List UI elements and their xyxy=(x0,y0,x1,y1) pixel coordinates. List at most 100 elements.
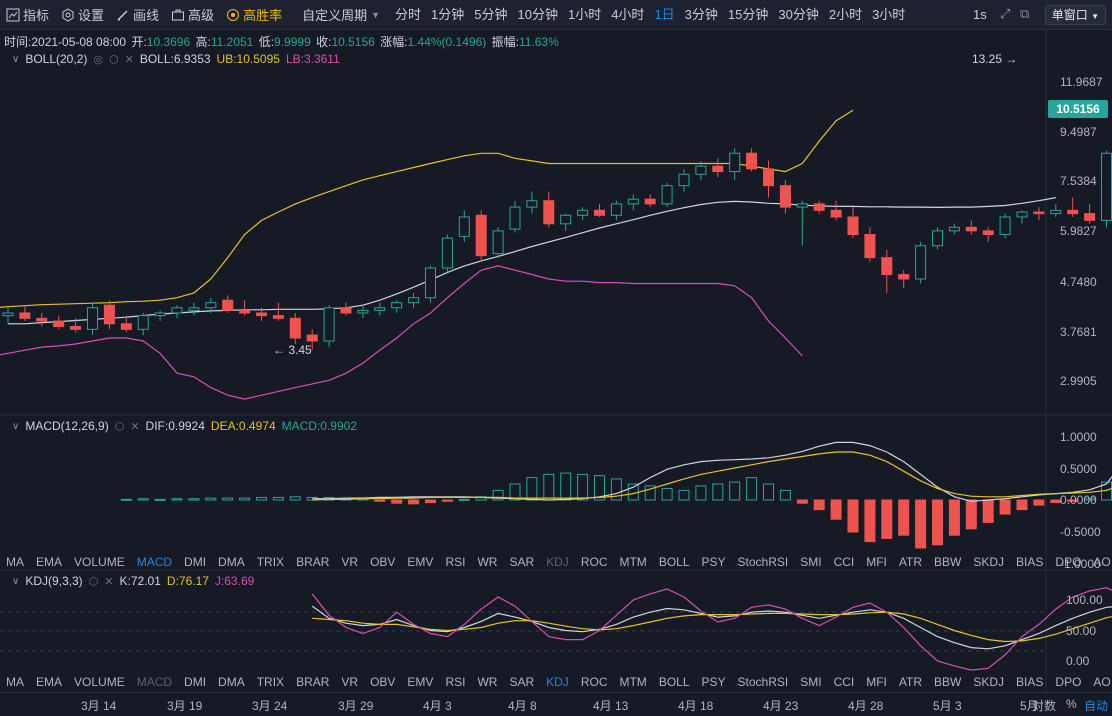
period-tab[interactable]: 1分钟 xyxy=(431,6,465,22)
settings-small-icon[interactable]: ⬡ xyxy=(108,53,119,66)
window-mode-button[interactable]: 单窗口 ▼ xyxy=(1044,5,1106,25)
indicator-tab-psy[interactable]: PSY xyxy=(701,555,726,569)
indicator-tab-ao[interactable]: AO xyxy=(1093,555,1111,569)
collapse-chevron-icon[interactable]: ∨ xyxy=(12,575,20,587)
indicator-tab-ema[interactable]: EMA xyxy=(36,675,63,689)
high-winrate-button[interactable]: 高胜率 xyxy=(220,0,288,30)
indicator-tab-skdj[interactable]: SKDJ xyxy=(973,555,1005,569)
indicator-tab-macd[interactable]: MACD xyxy=(136,675,173,689)
indicator-tab-emv[interactable]: EMV xyxy=(407,675,434,689)
indicator-tab-kdj[interactable]: KDJ xyxy=(546,555,569,569)
macd-histogram-bar xyxy=(678,489,690,501)
indicator-tab-macd[interactable]: MACD xyxy=(136,555,173,569)
indicator-tab-rsi[interactable]: RSI xyxy=(445,555,466,569)
advanced-button[interactable]: 高级 xyxy=(165,0,220,30)
indicator-tab-smi[interactable]: SMI xyxy=(800,675,822,689)
collapse-chevron-icon[interactable]: ∨ xyxy=(12,53,20,65)
close-icon[interactable]: ✕ xyxy=(104,575,114,588)
close-icon[interactable]: ✕ xyxy=(124,53,134,66)
indicator-button[interactable]: 指标 xyxy=(0,0,55,30)
collapse-chevron-icon[interactable]: ∨ xyxy=(12,420,20,432)
percent-toggle[interactable]: % xyxy=(1066,697,1077,711)
indicator-tab-mtm[interactable]: MTM xyxy=(619,555,647,569)
indicator-tab-volume[interactable]: VOLUME xyxy=(74,675,125,689)
indicator-tab-obv[interactable]: OBV xyxy=(370,675,396,689)
indicator-tab-ma[interactable]: MA xyxy=(6,675,24,689)
period-tab[interactable]: 30分钟 xyxy=(778,6,819,22)
auto-toggle[interactable]: 自动 xyxy=(1084,699,1109,713)
indicator-tab-atr[interactable]: ATR xyxy=(898,555,923,569)
indicator-tab-trix[interactable]: TRIX xyxy=(256,555,285,569)
indicator-tab-obv[interactable]: OBV xyxy=(370,555,396,569)
draw-button[interactable]: 画线 xyxy=(110,0,165,30)
indicator-tab-bias[interactable]: BIAS xyxy=(1016,555,1044,569)
chart-canvas[interactable]: 11.9687 9.4987 7.5384 5.9827 4.7480 3.7681 2.9… xyxy=(0,0,1112,692)
indicator-tab-psy[interactable]: PSY xyxy=(701,675,726,689)
indicator-tab-brar[interactable]: BRAR xyxy=(296,555,330,569)
candle-body xyxy=(864,234,876,259)
indicator-tab-dmi[interactable]: DMI xyxy=(184,675,207,689)
indicator-tab-kdj[interactable]: KDJ xyxy=(546,675,569,689)
indicator-tab-ma[interactable]: MA xyxy=(6,555,24,569)
indicator-tab-skdj[interactable]: SKDJ xyxy=(973,675,1005,689)
indicator-tab-dpo[interactable]: DPO xyxy=(1055,675,1082,689)
camera-icon[interactable]: ⧉ xyxy=(1020,6,1030,21)
period-tab[interactable]: 4小时 xyxy=(611,6,645,22)
indicator-tab-stochrsi[interactable]: StochRSI xyxy=(737,675,789,689)
indicator-tab-trix[interactable]: TRIX xyxy=(256,675,285,689)
indicator-tab-mfi[interactable]: MFI xyxy=(866,555,887,569)
indicator-tab-bbw[interactable]: BBW xyxy=(934,675,962,689)
period-tab[interactable]: 5分钟 xyxy=(474,6,508,22)
indicator-tab-ao[interactable]: AO xyxy=(1093,675,1111,689)
indicator-tab-bias[interactable]: BIAS xyxy=(1016,675,1044,689)
indicator-tab-smi[interactable]: SMI xyxy=(800,555,822,569)
indicator-tab-mtm[interactable]: MTM xyxy=(619,675,647,689)
indicator-tab-rsi[interactable]: RSI xyxy=(445,675,466,689)
settings-button[interactable]: 设置 xyxy=(55,0,110,30)
indicator-tab-bbw[interactable]: BBW xyxy=(934,555,962,569)
refresh-interval[interactable]: 1s xyxy=(973,7,987,22)
indicator-tab-vr[interactable]: VR xyxy=(341,555,359,569)
indicator-tab-boll[interactable]: BOLL xyxy=(658,675,690,689)
indicator-tab-wr[interactable]: WR xyxy=(477,555,498,569)
period-tab[interactable]: 10分钟 xyxy=(517,6,558,22)
period-tab[interactable]: 2小时 xyxy=(828,6,863,22)
time-axis[interactable]: 3月 14 3月 19 3月 24 3月 29 4月 3 4月 8 4月 13 4月 18 4月… xyxy=(0,692,1112,716)
indicator-tab-stochrsi[interactable]: StochRSI xyxy=(737,555,789,569)
high-annotation: 13.25 → xyxy=(972,52,1018,66)
indicator-tab-wr[interactable]: WR xyxy=(477,675,498,689)
settings-small-icon[interactable]: ⬡ xyxy=(88,575,99,588)
custom-period-dropdown[interactable]: 自定义周期 ▼ xyxy=(296,0,386,30)
indicator-tab-dmi[interactable]: DMI xyxy=(184,555,207,569)
period-tab[interactable]: 3分钟 xyxy=(684,6,718,22)
window-mode-label: 单窗口 xyxy=(1051,8,1088,22)
indicator-tab-brar[interactable]: BRAR xyxy=(296,675,330,689)
indicator-tab-vr[interactable]: VR xyxy=(341,675,359,689)
indicator-tab-dpo[interactable]: DPO xyxy=(1055,555,1082,569)
indicator-tab-emv[interactable]: EMV xyxy=(407,555,434,569)
indicator-tab-cci[interactable]: CCI xyxy=(833,675,855,689)
indicator-tab-roc[interactable]: ROC xyxy=(580,555,608,569)
period-tab[interactable]: 分时 xyxy=(395,6,422,22)
settings-small-icon[interactable]: ⬡ xyxy=(114,420,125,433)
indicator-tab-roc[interactable]: ROC xyxy=(580,675,608,689)
indicator-tab-cci[interactable]: CCI xyxy=(833,555,855,569)
indicator-tab-boll[interactable]: BOLL xyxy=(658,555,690,569)
close-icon[interactable]: ✕ xyxy=(130,420,140,433)
indicator-tab-dma[interactable]: DMA xyxy=(218,675,245,689)
indicator-tab-volume[interactable]: VOLUME xyxy=(74,555,125,569)
period-tab[interactable]: 15分钟 xyxy=(727,6,769,22)
indicator-tab-mfi[interactable]: MFI xyxy=(866,675,887,689)
period-tab[interactable]: 1日 xyxy=(654,6,675,22)
indicator-tab-sar[interactable]: SAR xyxy=(509,555,535,569)
candle-body xyxy=(796,203,808,208)
indicator-tab-dma[interactable]: DMA xyxy=(218,555,245,569)
fullscreen-icon[interactable]: ⤢ xyxy=(1000,6,1011,21)
log-toggle[interactable]: 对数 xyxy=(1032,699,1057,713)
indicator-tab-ema[interactable]: EMA xyxy=(36,555,63,569)
indicator-tab-sar[interactable]: SAR xyxy=(509,675,535,689)
eye-icon[interactable]: ◎ xyxy=(93,53,103,66)
period-tab[interactable]: 1小时 xyxy=(567,6,602,22)
indicator-tab-atr[interactable]: ATR xyxy=(898,675,923,689)
period-tab[interactable]: 3小时 xyxy=(872,6,906,22)
